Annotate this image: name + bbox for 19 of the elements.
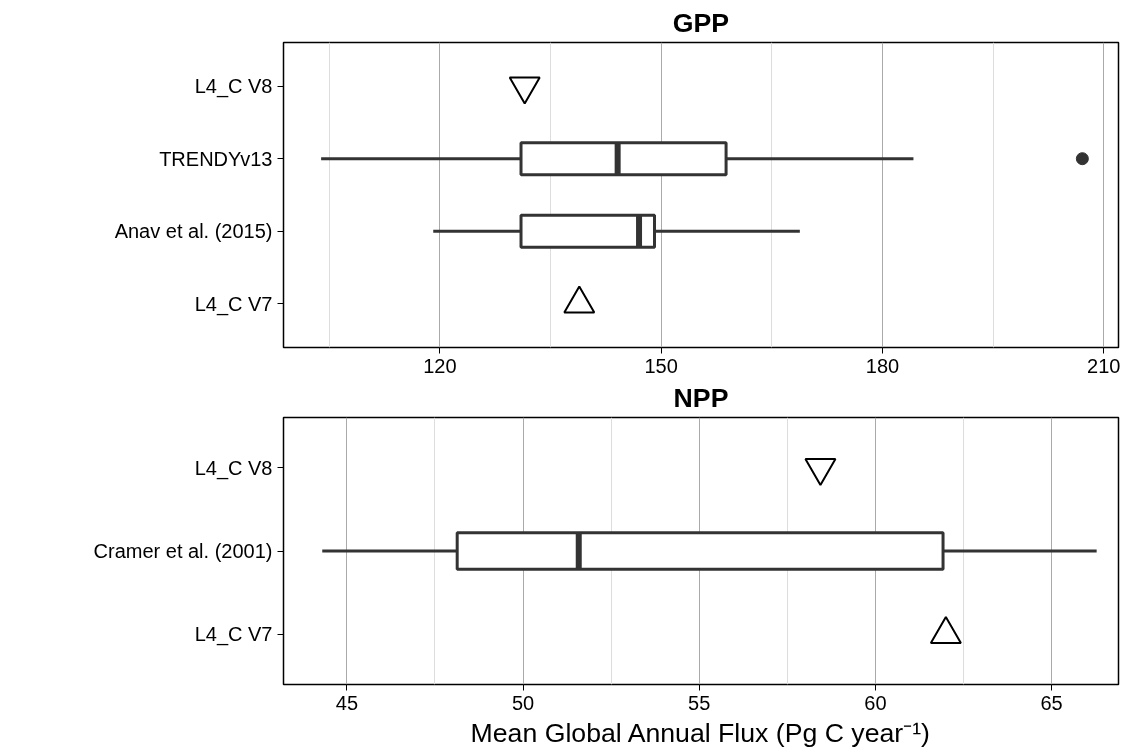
y-tick-label: L4_C V7 [194,292,273,316]
y-tick-label: Anav et al. (2015) [114,220,273,243]
y-tick-label: L4_C V8 [194,75,273,99]
chart-title: GPP [672,7,730,38]
chart-title: NPP [673,382,729,413]
y-tick-label: L4_C V8 [194,456,273,480]
x-tick-label: 45 [335,691,359,714]
x-tick-label: 180 [865,354,900,377]
y-tick-label: TRENDYv13 [159,147,273,170]
x-tick-label: 55 [688,691,711,714]
x-tick-label: 65 [1040,691,1063,714]
y-tick-label: L4_C V7 [194,623,273,647]
x-tick-label: 60 [864,691,887,714]
x-tick-label: 120 [423,354,457,377]
x-tick-label: 50 [511,691,535,714]
x-tick-label: 150 [644,354,678,377]
x-tick-label: 210 [1087,354,1121,377]
y-tick-label: Cramer et al. (2001) [93,540,273,562]
x-axis-title: Mean Global Annual Flux (Pg C year⁻¹) [470,717,930,748]
